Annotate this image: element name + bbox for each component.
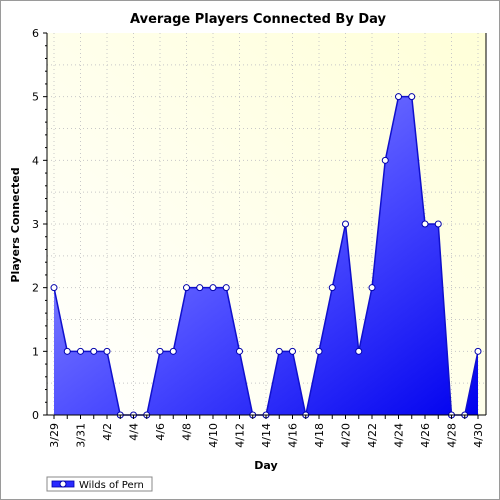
x-tick-label: 4/2 [101, 423, 114, 441]
data-point [156, 347, 164, 355]
y-tick-label: 1 [32, 345, 39, 358]
data-point [408, 93, 416, 101]
y-tick-label: 0 [32, 409, 39, 422]
data-point [236, 347, 243, 355]
series-area-wilds-of-pern [54, 96, 478, 416]
x-tick-label: 4/26 [419, 423, 432, 448]
data-point [434, 220, 442, 228]
chart-title: Average Players Connected By Day [130, 12, 386, 27]
data-point [342, 220, 349, 228]
legend: Wilds of Pern [46, 476, 153, 492]
data-point [63, 347, 71, 355]
x-axis-label: Day [254, 459, 277, 472]
x-tick-label: 4/6 [154, 423, 167, 441]
x-tick-label: 4/8 [181, 423, 194, 441]
data-point [368, 284, 376, 292]
legend-marker [59, 480, 67, 488]
x-tick-labels: 3/29 3/31 4/2 4/4 4/6 4/8 4/10 4/12 4/14 4/16 4/18… [48, 415, 485, 448]
data-point [222, 284, 230, 292]
x-tick-label: 4/4 [128, 423, 141, 441]
x-tick-label: 4/18 [313, 423, 326, 448]
data-point [395, 93, 402, 101]
x-tick-label: 4/16 [287, 423, 300, 448]
x-tick-label: 4/14 [260, 423, 273, 448]
y-tick-label: 5 [32, 91, 39, 104]
data-point [209, 284, 217, 292]
y-tick-labels: 0 1 2 3 4 5 6 [32, 27, 47, 422]
x-tick-label: 4/10 [207, 423, 220, 448]
data-point [90, 347, 98, 355]
data-point [355, 347, 363, 355]
data-point [289, 347, 296, 355]
data-point [381, 156, 389, 164]
x-tick-label: 4/24 [393, 423, 406, 448]
y-tick-label: 2 [32, 282, 39, 295]
x-tick-label: 4/22 [366, 423, 379, 448]
y-tick-label: 4 [32, 154, 39, 167]
x-tick-label: 4/12 [234, 423, 247, 448]
data-point [421, 220, 429, 228]
data-point [315, 347, 323, 355]
data-point [103, 347, 111, 355]
data-point [183, 284, 190, 292]
data-point [474, 347, 482, 355]
x-tick-label: 4/20 [340, 423, 353, 448]
legend-box [46, 476, 153, 492]
data-point [196, 284, 204, 292]
data-point [275, 347, 283, 355]
y-tick-label: 3 [32, 218, 39, 231]
y-tick-label: 6 [32, 27, 39, 40]
x-tick-label: 4/28 [446, 423, 459, 448]
x-tick-label: 3/29 [48, 423, 61, 448]
x-tick-label: 4/30 [472, 423, 485, 448]
data-points [50, 93, 482, 419]
legend-label-wilds-of-pern: Wilds of Pern [79, 480, 144, 491]
data-point [328, 284, 336, 292]
data-point [50, 284, 58, 292]
x-tick-label: 3/31 [75, 423, 88, 448]
data-point [77, 347, 84, 355]
data-point [169, 347, 177, 355]
y-axis-label: Players Connected [9, 167, 22, 282]
